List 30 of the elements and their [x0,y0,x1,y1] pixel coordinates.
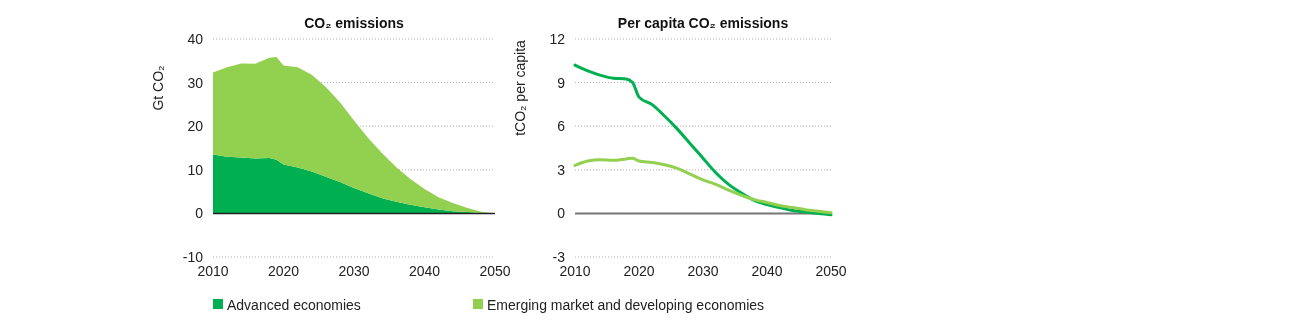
x-tick-label: 2020 [267,263,300,279]
legend-label: Emerging market and developing economies [487,296,765,313]
y-tick-label: 10 [187,161,204,178]
y-tick-label: 9 [557,74,566,91]
y-tick-label: 6 [557,118,566,135]
chart-title: Per capita CO₂ emissions [617,15,789,31]
x-tick-label: 2030 [338,263,370,279]
x-tick-label: 2030 [687,263,719,279]
y-tick-label: -10 [182,248,204,265]
y-tick-label: 0 [195,205,204,222]
x-tick-label: 2040 [408,263,441,279]
x-tick-label: 2020 [623,263,655,279]
y-tick-label: 12 [549,30,566,47]
y-axis-title: tCO₂ per capita [512,39,528,136]
x-tick-label: 2040 [751,263,783,279]
y-tick-label: 20 [187,118,204,135]
line-series [573,63,833,217]
y-tick-label: 0 [557,205,566,222]
x-tick-label: 2010 [197,263,229,279]
x-tick-label: 2050 [815,263,847,279]
chart-title: CO₂ emissions [304,15,404,31]
x-tick-label: 2010 [559,263,591,279]
line-series [573,156,833,215]
y-tick-label: 30 [187,74,204,91]
legend-label: Advanced economies [227,296,361,313]
y-tick-label: 40 [187,30,204,47]
y-tick-label: -3 [552,248,566,265]
y-axis-title: Gt CO₂ [150,65,166,111]
x-tick-label: 2050 [479,263,511,279]
y-tick-label: 3 [557,161,566,178]
